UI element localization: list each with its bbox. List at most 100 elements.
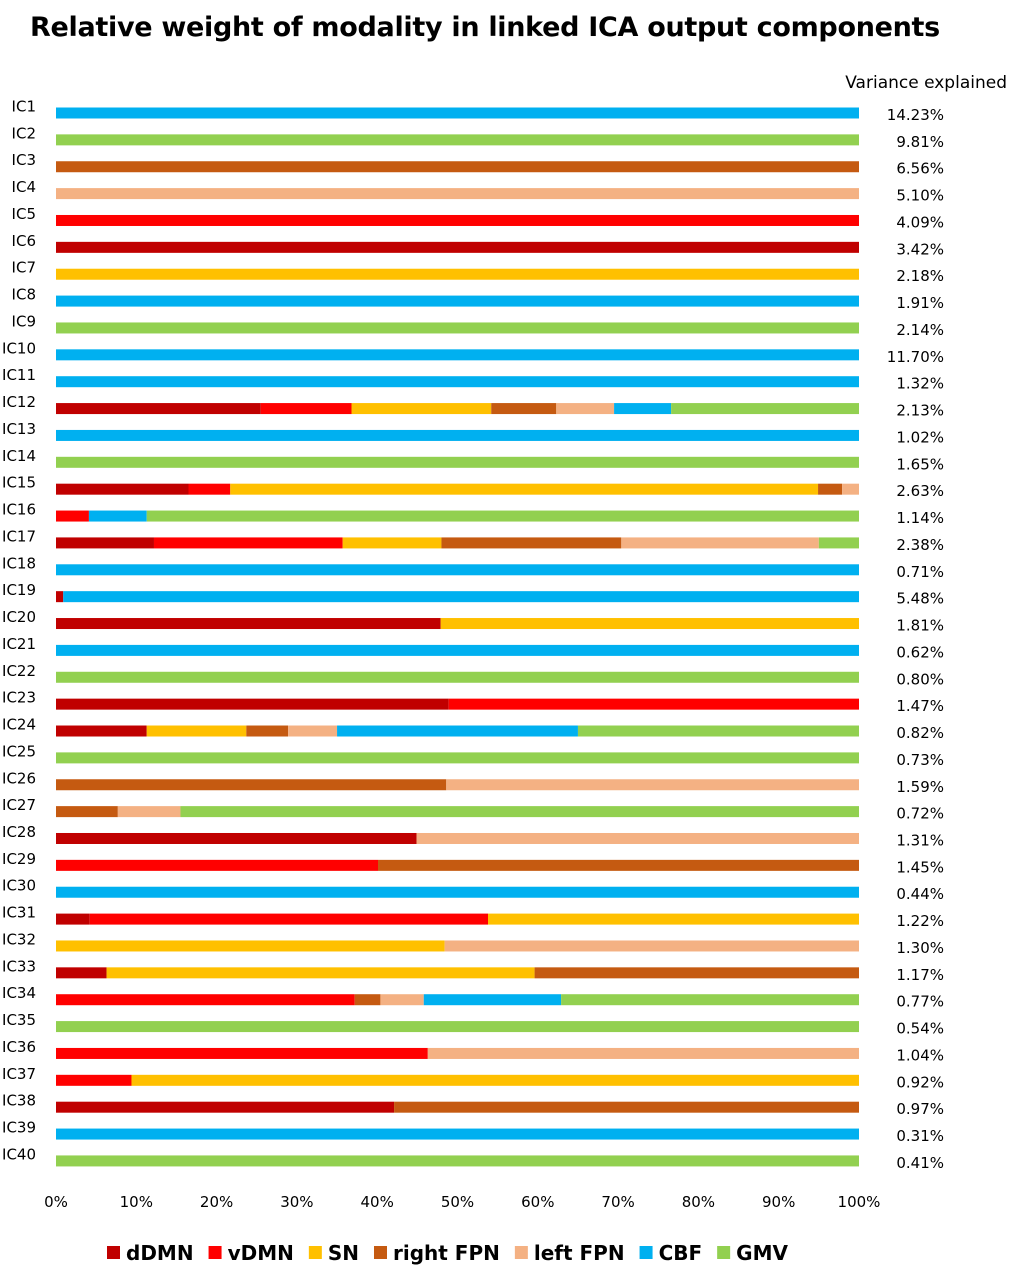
bar-segment-ic16-vdmn [56, 510, 89, 522]
legend-swatch [374, 1246, 387, 1259]
variance-value: 2.14% [896, 321, 944, 339]
bar-segment-ic28-left-fpn [416, 832, 859, 844]
category-label: IC31 [2, 904, 36, 922]
variance-value: 5.48% [896, 590, 944, 608]
x-axis: 0% 10% 20% 30% 40% 50% 60% 70% 80% 90% 100% [44, 1193, 880, 1211]
legend-label: GMV [736, 1241, 788, 1265]
legend-swatch [107, 1246, 120, 1259]
variance-value: 1.81% [896, 617, 944, 635]
bar-segment-ic4-left-fpn [56, 188, 859, 200]
bar-segment-ic12-left-fpn [556, 403, 615, 415]
bar-segment-ic10-cbf [56, 349, 859, 361]
category-label: IC15 [2, 474, 36, 492]
category-label: IC5 [12, 205, 36, 223]
variance-value: 0.92% [896, 1073, 944, 1091]
category-label: IC40 [2, 1145, 36, 1163]
bar-segment-ic30-cbf [56, 886, 859, 898]
legend-swatch [639, 1246, 653, 1259]
bar-segment-ic17-right-fpn [441, 537, 622, 549]
category-label: IC35 [2, 1011, 36, 1029]
bar-segment-ic9-gmv [56, 322, 859, 334]
bar-segment-ic27-left-fpn [117, 806, 181, 818]
category-label: IC39 [2, 1119, 36, 1137]
category-label: IC6 [12, 232, 36, 250]
bar-segment-ic29-vdmn [56, 859, 378, 871]
bar-segment-ic12-right-fpn [491, 403, 557, 415]
bar-segment-ic15-sn [230, 483, 819, 495]
bar-segment-ic35-gmv [56, 1021, 859, 1033]
bar-segment-ic31-ddmn [56, 913, 90, 925]
x-tick-label: 20% [200, 1193, 233, 1211]
bar-segment-ic26-left-fpn [446, 779, 859, 791]
bar-segment-ic37-sn [131, 1074, 860, 1086]
legend-item-vdmn: vDMN [208, 1241, 294, 1265]
bar-segment-ic34-gmv [561, 994, 859, 1006]
bar-segment-ic11-cbf [56, 376, 859, 388]
legend-label: CBF [659, 1241, 703, 1265]
bar-segment-ic34-cbf [423, 994, 562, 1006]
bar-segment-ic27-gmv [180, 806, 860, 818]
bar-segment-ic17-left-fpn [621, 537, 819, 549]
bar-segment-ic13-cbf [56, 429, 859, 441]
variance-value: 0.71% [896, 563, 944, 581]
category-label: IC22 [2, 662, 36, 680]
variance-value: 1.30% [896, 939, 944, 957]
category-label: IC28 [2, 823, 36, 841]
variance-value: 1.65% [896, 455, 944, 473]
category-label: IC27 [2, 796, 36, 814]
category-label: IC29 [2, 850, 36, 868]
legend-label: left FPN [534, 1241, 625, 1265]
variance-value: 1.47% [896, 697, 944, 715]
bar-segment-ic39-cbf [56, 1128, 859, 1140]
bar-segment-ic38-right-fpn [394, 1101, 859, 1113]
category-label: IC8 [12, 286, 36, 304]
bar-segment-ic18-cbf [56, 564, 859, 576]
variance-value: 0.72% [896, 805, 944, 823]
legend-label: right FPN [393, 1241, 500, 1265]
category-label: IC11 [2, 366, 36, 384]
category-label: IC4 [12, 178, 36, 196]
variance-value: 1.59% [896, 778, 944, 796]
bars-layer [56, 107, 860, 1167]
category-label: IC24 [2, 716, 36, 734]
variance-value: 2.13% [896, 402, 944, 420]
variance-value: 5.10% [896, 187, 944, 205]
bar-segment-ic16-gmv [146, 510, 860, 522]
x-tick-label: 0% [44, 1193, 68, 1211]
variance-value: 0.54% [896, 1020, 944, 1038]
category-label: IC10 [2, 339, 36, 357]
bar-segment-ic38-ddmn [56, 1101, 395, 1113]
category-label: IC18 [2, 554, 36, 572]
variance-value: 0.62% [896, 643, 944, 661]
bar-segment-ic29-right-fpn [378, 859, 859, 871]
bar-segment-ic24-left-fpn [288, 725, 338, 737]
variance-value: 1.91% [896, 294, 944, 312]
x-tick-label: 50% [441, 1193, 474, 1211]
category-label: IC30 [2, 877, 36, 895]
bar-segment-ic27-right-fpn [56, 806, 118, 818]
bar-segment-ic28-ddmn [56, 832, 417, 844]
category-label: IC19 [2, 581, 36, 599]
variance-value: 2.38% [896, 536, 944, 554]
variance-value: 11.70% [887, 348, 944, 366]
category-label: IC12 [2, 393, 36, 411]
category-label: IC33 [2, 957, 36, 975]
variance-value: 1.31% [896, 831, 944, 849]
variance-value: 0.97% [896, 1100, 944, 1118]
legend-item-left-fpn: left FPN [514, 1241, 625, 1265]
ic-labels-layer: IC1 IC2 IC3 IC4 IC5 IC6 IC7 IC8 IC9 IC10 IC11 IC12 I… [2, 98, 36, 1164]
bar-segment-ic17-gmv [818, 537, 859, 549]
variance-value: 1.22% [896, 912, 944, 930]
variance-value: 4.09% [896, 213, 944, 231]
variance-value: 0.82% [896, 724, 944, 742]
bar-segment-ic12-ddmn [56, 403, 261, 415]
bar-segment-ic12-gmv [671, 403, 859, 415]
bar-segment-ic19-ddmn [56, 591, 64, 603]
legend-swatch [308, 1246, 322, 1259]
variance-value: 0.31% [896, 1127, 944, 1145]
bar-segment-ic21-cbf [56, 644, 859, 656]
bar-segment-ic15-ddmn [56, 483, 189, 495]
legend-item-cbf: CBF [639, 1241, 703, 1265]
variance-value: 14.23% [887, 106, 944, 124]
